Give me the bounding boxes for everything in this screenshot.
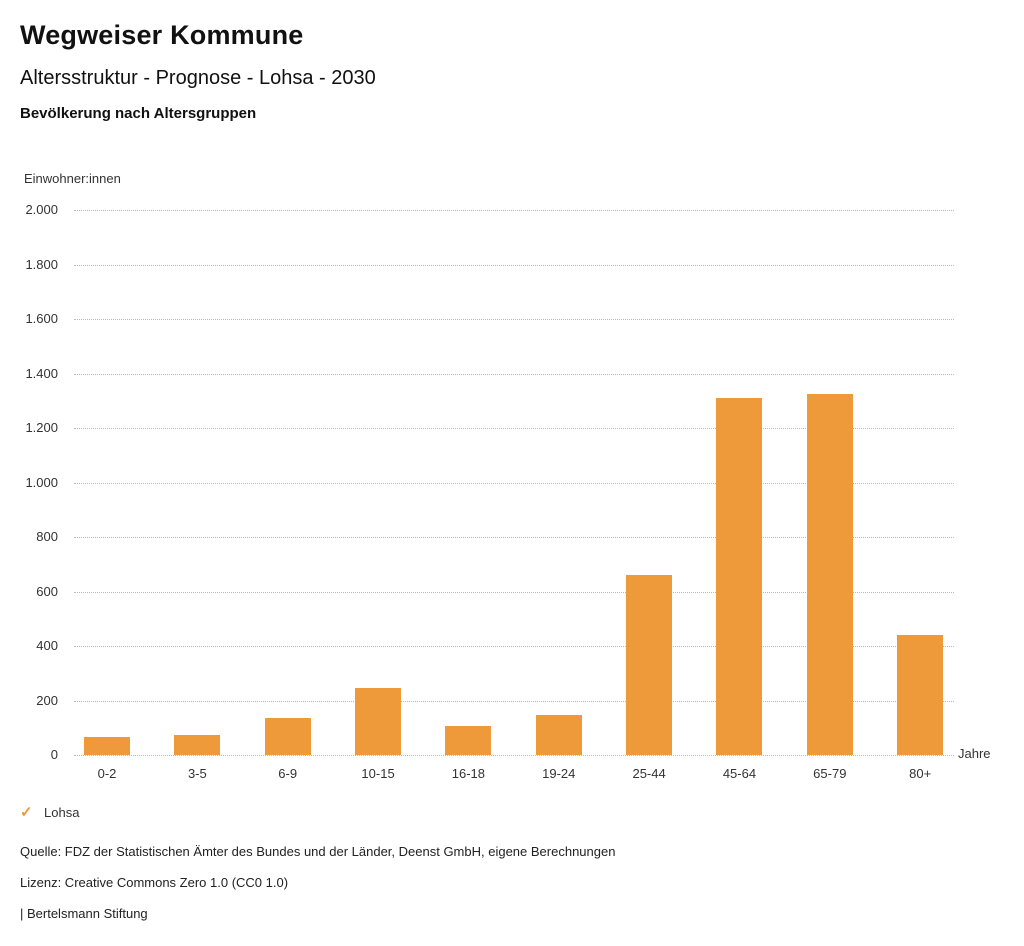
footer-license: Lizenz: Creative Commons Zero 1.0 (CC0 1… [20, 875, 289, 890]
gridline [74, 646, 954, 647]
y-tick-label: 400 [36, 638, 58, 653]
legend-item-lohsa[interactable]: ✓ Lohsa [20, 803, 79, 821]
x-tick-label: 16-18 [451, 766, 486, 781]
x-tick-label: 45-64 [722, 766, 757, 781]
x-tick-label: 80+ [909, 766, 932, 781]
bar-0-2[interactable] [84, 737, 130, 755]
legend-label: Lohsa [44, 804, 80, 820]
bar-3-5[interactable] [174, 734, 221, 755]
gridline [74, 537, 954, 538]
y-tick-label: 1.400 [25, 365, 58, 381]
legend-check-icon: ✓ [20, 804, 33, 821]
gridline [74, 591, 954, 593]
gridline [74, 428, 954, 429]
y-tick-label: 2.000 [25, 202, 58, 217]
y-tick-label: 0 [50, 747, 58, 762]
gridline [74, 700, 954, 702]
chart-subtitle: Altersstruktur - Prognose - Lohsa - 2030 [20, 67, 376, 89]
y-tick-label: 1.600 [25, 311, 58, 326]
y-axis-title: Einwohner:innen [24, 171, 121, 186]
page-title: Wegweiser Kommune [20, 20, 304, 50]
bar-19-24[interactable] [535, 715, 582, 755]
y-tick-label: 600 [36, 583, 58, 599]
footer-source: Quelle: FDZ der Statistischen Ämter des … [20, 844, 616, 859]
x-tick-label: 65-79 [813, 766, 847, 781]
bar-16-18[interactable] [445, 726, 492, 755]
chart-heading: Bevölkerung nach Altersgruppen [20, 105, 257, 122]
gridline [74, 482, 954, 484]
bar-10-15[interactable] [355, 688, 402, 755]
y-tick-label: 1.800 [25, 256, 58, 272]
footer-attribution: | Bertelsmann Stiftung [20, 906, 148, 921]
x-tick-label: 0-2 [97, 766, 117, 781]
y-tick-label: 200 [36, 692, 58, 708]
gridline [74, 210, 954, 211]
gridline [74, 264, 954, 266]
gridline [74, 319, 954, 320]
bar-45-64[interactable] [716, 398, 763, 755]
x-tick-label: 19-24 [542, 766, 576, 781]
y-tick-label: 800 [36, 529, 58, 544]
x-tick-label: 3-5 [187, 766, 207, 781]
bar-6-9[interactable] [264, 718, 311, 755]
bar-80+[interactable] [897, 635, 944, 755]
x-tick-label: 10-15 [361, 766, 395, 781]
x-tick-label: 6-9 [278, 766, 298, 781]
bar-65-79[interactable] [806, 393, 853, 755]
x-axis-title: Jahre [958, 746, 991, 761]
gridline [74, 755, 954, 756]
y-tick-label: 1.000 [25, 474, 58, 490]
x-tick-label: 25-44 [632, 766, 666, 781]
y-tick-label: 1.200 [25, 420, 58, 435]
gridline [74, 373, 954, 375]
bar-25-44[interactable] [626, 575, 673, 755]
